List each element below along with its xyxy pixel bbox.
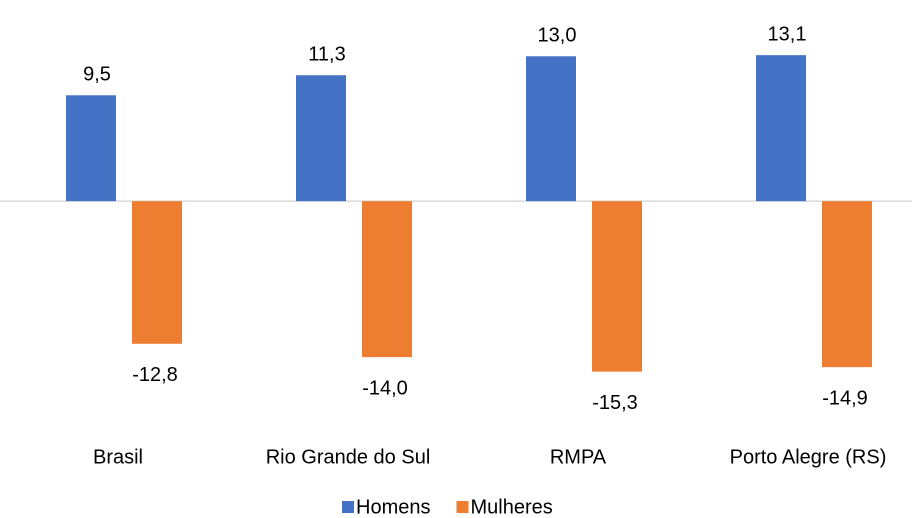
value-label: -15,3 xyxy=(592,392,638,414)
legend-swatch xyxy=(456,501,469,513)
bar xyxy=(756,55,806,202)
x-tick-label: Rio Grande do Sul xyxy=(266,446,431,468)
x-tick-label: Porto Alegre (RS) xyxy=(730,446,887,468)
value-label: 11,3 xyxy=(308,44,345,66)
legend-label: Homens xyxy=(356,496,430,518)
value-label: -14,9 xyxy=(822,387,868,409)
value-label: 13,1 xyxy=(768,23,807,45)
bar xyxy=(526,56,576,202)
value-label: -14,0 xyxy=(362,377,408,399)
bar xyxy=(296,75,346,202)
bar xyxy=(362,201,412,358)
x-tick-label: RMPA xyxy=(550,446,607,468)
bar xyxy=(822,201,872,368)
value-label: 9,5 xyxy=(83,64,111,86)
legend-label: Mulheres xyxy=(470,496,552,518)
bar xyxy=(132,201,182,344)
value-label: 13,0 xyxy=(538,25,577,47)
bar xyxy=(66,95,116,202)
x-tick-label: Brasil xyxy=(93,446,143,468)
legend-swatch xyxy=(342,501,354,513)
bar xyxy=(592,201,642,372)
value-label: -12,8 xyxy=(132,364,178,386)
